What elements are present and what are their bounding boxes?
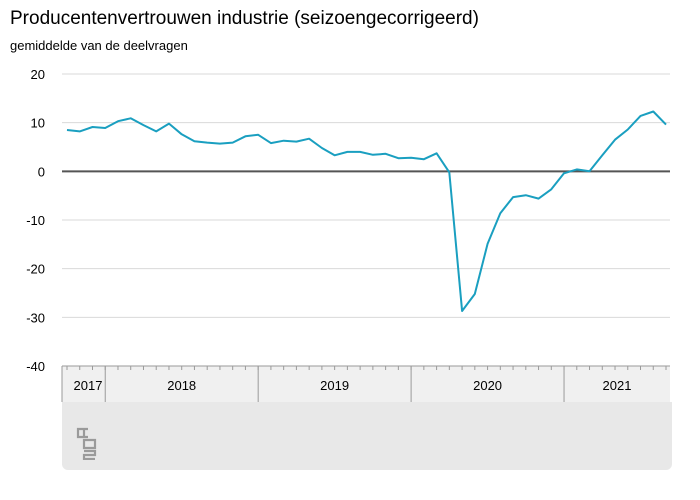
x-year-label: 2017 [74, 378, 103, 393]
y-tick-label: -40 [26, 359, 45, 374]
y-tick-label: -30 [26, 310, 45, 325]
x-year-label: 2021 [603, 378, 632, 393]
cbs-logo-icon [76, 427, 97, 460]
x-year-label: 2019 [320, 378, 349, 393]
chart-footer [62, 402, 672, 470]
y-tick-label: -10 [26, 213, 45, 228]
y-tick-label: 20 [31, 67, 45, 82]
x-year-label: 2018 [167, 378, 196, 393]
y-tick-label: -20 [26, 262, 45, 277]
series-line [66, 110, 667, 312]
x-year-label: 2020 [473, 378, 502, 393]
x-axis-band [62, 366, 670, 402]
y-tick-label: 0 [38, 164, 45, 179]
chart-title: Producentenvertrouwen industrie (seizoen… [10, 8, 479, 29]
y-tick-label: 10 [31, 116, 45, 131]
y-axis-unit-label: gemiddelde van de deelvragen [10, 38, 188, 53]
